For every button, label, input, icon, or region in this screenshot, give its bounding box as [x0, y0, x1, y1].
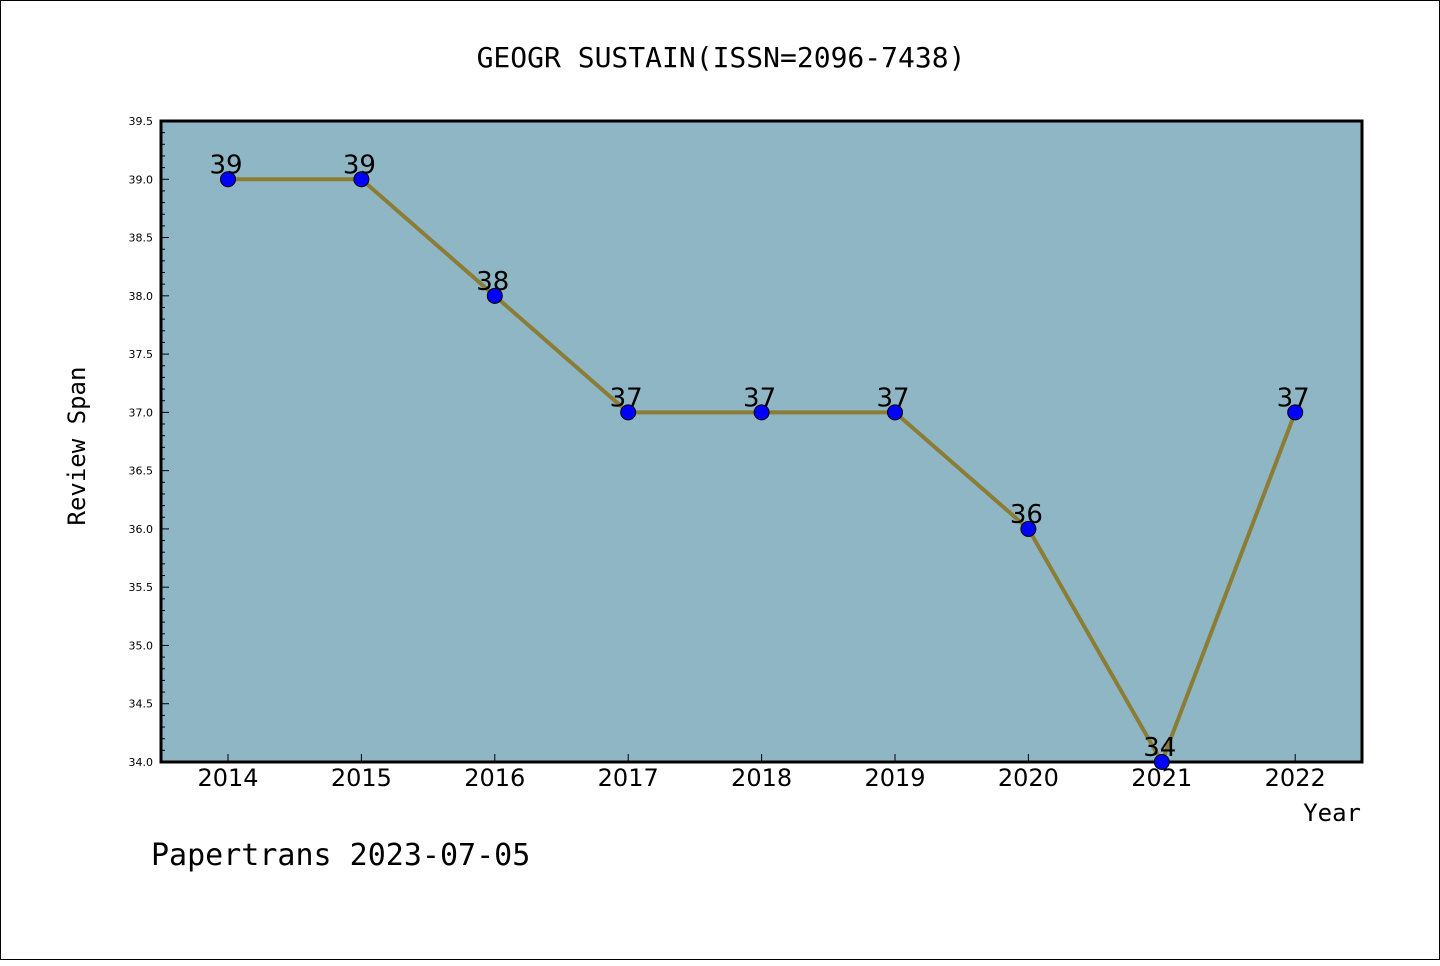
- y-tick-label: 35.5: [129, 581, 154, 594]
- y-tick-label: 39.0: [129, 173, 154, 186]
- x-tick-label: 2016: [464, 764, 525, 792]
- x-axis: 2014 2015 2016 2017 2018 2019 2020 2021 2022: [197, 754, 1326, 792]
- data-label: 34: [1143, 733, 1176, 763]
- data-label: 36: [1010, 500, 1043, 530]
- data-label: 39: [209, 150, 242, 180]
- data-point: [1287, 404, 1304, 421]
- data-point: [887, 404, 903, 421]
- x-tick-label: 2014: [197, 764, 258, 792]
- data-point: [1153, 754, 1170, 770]
- y-tick-label: 37.0: [129, 406, 154, 419]
- x-tick-label: 2017: [598, 764, 659, 792]
- y-axis-label: Review Span: [63, 367, 91, 526]
- data-point: [220, 171, 236, 188]
- plot-area: [159, 119, 1364, 764]
- y-tick-label: 38.5: [129, 232, 154, 245]
- y-tick-label: 37.5: [129, 348, 154, 361]
- y-axis: 34.0 34.5 35.0 35.5 36.0 36.5 37.0 37.5 38.0 38.5…: [129, 115, 169, 769]
- data-labels-group: 39 39 38 37 37 37 36 34 37: [209, 150, 1309, 763]
- data-point: [353, 171, 370, 188]
- data-label: 38: [476, 267, 509, 297]
- x-tick-label: 2022: [1265, 764, 1326, 792]
- x-tick-label: 2018: [731, 764, 792, 792]
- x-tick-label: 2015: [331, 764, 392, 792]
- data-point: [753, 404, 770, 421]
- y-tick-label: 36.0: [129, 523, 154, 536]
- y-tick-label: 38.0: [129, 290, 154, 303]
- y-tick-label: 39.5: [129, 115, 154, 128]
- chart-title: GEOGR SUSTAIN(ISSN=2096-7438): [477, 41, 966, 74]
- y-tick-label: 35.0: [129, 639, 154, 652]
- data-label: 37: [1277, 383, 1310, 413]
- data-label: 39: [343, 150, 376, 180]
- data-label: 37: [610, 383, 643, 413]
- y-tick-label: 34.5: [129, 698, 154, 711]
- data-label: 37: [876, 383, 909, 413]
- data-point: [620, 404, 637, 421]
- data-point: [486, 287, 503, 304]
- data-point: [1020, 520, 1037, 537]
- data-label: 37: [743, 383, 776, 413]
- y-tick-label: 34.0: [129, 756, 154, 769]
- y-tick-label: 36.5: [129, 465, 154, 478]
- x-tick-label: 2019: [864, 764, 925, 792]
- footer-text: Papertrans 2023-07-05: [151, 838, 530, 873]
- markers-group: [220, 171, 1304, 770]
- x-axis-label: Year: [1303, 799, 1361, 827]
- x-tick-label: 2020: [998, 764, 1059, 792]
